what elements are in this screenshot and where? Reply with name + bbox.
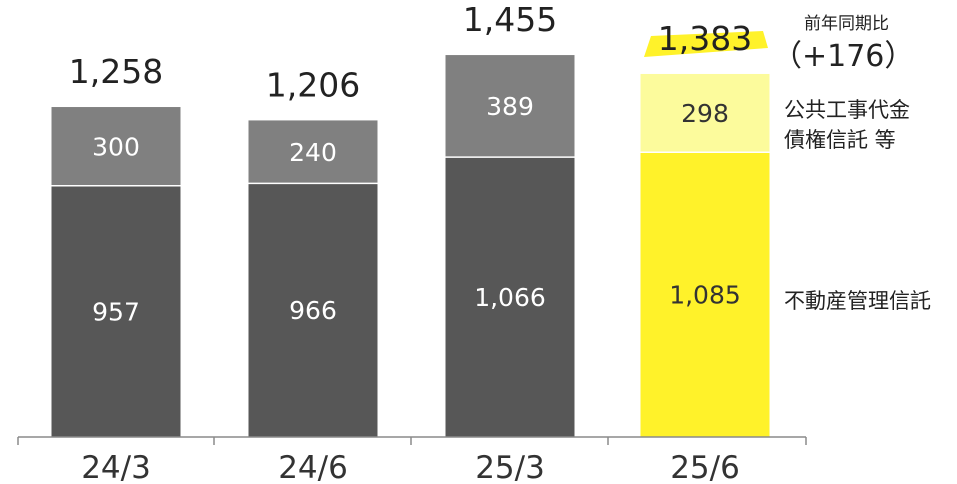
bar-24-6-series-1	[248, 183, 378, 437]
bar-value-label-24-6-series-1: 966	[289, 296, 337, 325]
bar-value-label-25-3-series-1: 1,066	[474, 283, 546, 312]
total-label-25-3: 1,455	[463, 0, 557, 39]
legend-series-2: 公共工事代金 債権信託 等	[784, 98, 917, 152]
x-tick-label-25-6: 25/6	[670, 450, 740, 484]
bar-value-label-25-3-series-2: 389	[486, 92, 534, 121]
bars-layer	[51, 55, 770, 438]
bar-25-6-series-2	[640, 73, 770, 153]
legend: 公共工事代金 債権信託 等 不動産管理信託	[784, 98, 931, 313]
bar-24-6-series-2	[248, 120, 378, 184]
legend-series-1: 不動産管理信託	[784, 289, 931, 313]
legend-series-2-line-1: 公共工事代金	[784, 98, 910, 122]
bar-value-label-24-3-series-2: 300	[92, 132, 140, 161]
x-axis: 24/3 24/6 25/3 25/6	[17, 436, 807, 484]
bar-25-6-series-1	[640, 152, 770, 437]
bar-25-3-series-1	[445, 157, 575, 438]
legend-series-2-line-2: 債権信託 等	[784, 128, 896, 152]
x-tick-label-25-3: 25/3	[475, 450, 545, 484]
yoy-value: （+176）	[772, 39, 914, 74]
bar-value-label-25-6-series-2: 298	[681, 99, 729, 128]
x-tick-label-24-3: 24/3	[81, 450, 151, 484]
bar-25-3-series-2	[445, 55, 575, 158]
labels-layer: 957 300 1,258 966 240 1,206 1,066 389 1,455 1,085…	[69, 0, 768, 326]
x-tick-label-24-6: 24/6	[278, 450, 348, 484]
bar-value-label-24-3-series-1: 957	[92, 297, 140, 326]
bar-value-label-25-6-series-1: 1,085	[669, 281, 741, 310]
bar-value-label-24-6-series-2: 240	[289, 138, 337, 167]
total-label-24-6: 1,206	[266, 65, 360, 104]
bar-24-3-series-2	[51, 107, 181, 186]
total-highlight-marker	[644, 30, 768, 57]
total-label-25-6: 1,383	[658, 19, 752, 58]
yoy-annotation: 前年同期比 （+176）	[772, 14, 914, 74]
bar-24-3-series-1	[51, 185, 181, 437]
total-label-24-3: 1,258	[69, 52, 163, 91]
yoy-title: 前年同期比	[804, 14, 889, 34]
